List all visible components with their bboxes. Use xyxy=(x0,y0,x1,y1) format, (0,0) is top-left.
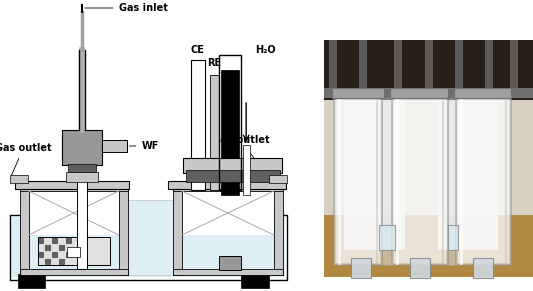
Bar xyxy=(20,185,127,191)
Bar xyxy=(68,164,96,172)
Bar xyxy=(38,238,44,244)
Bar xyxy=(394,40,402,95)
Bar xyxy=(173,185,182,275)
Bar xyxy=(324,40,533,100)
Bar xyxy=(29,191,119,269)
Bar xyxy=(220,256,241,270)
Bar xyxy=(18,274,45,288)
Bar xyxy=(329,40,337,95)
Bar xyxy=(173,185,282,191)
Bar xyxy=(168,181,286,189)
Bar xyxy=(473,258,493,278)
Bar xyxy=(59,259,65,265)
Bar xyxy=(67,247,80,257)
Bar xyxy=(191,60,205,190)
Bar xyxy=(66,252,72,258)
Bar xyxy=(394,97,446,263)
Bar xyxy=(448,95,456,265)
Bar xyxy=(77,181,87,269)
Bar xyxy=(409,258,430,278)
Bar xyxy=(379,225,395,250)
Bar xyxy=(456,95,511,265)
Bar xyxy=(392,95,448,265)
Bar xyxy=(269,175,287,183)
Bar xyxy=(45,245,51,251)
Bar xyxy=(20,185,29,275)
Bar xyxy=(454,88,511,98)
Bar xyxy=(62,130,102,165)
Bar xyxy=(10,215,287,280)
Text: RE: RE xyxy=(207,58,222,68)
Bar xyxy=(241,274,269,288)
Bar xyxy=(382,95,392,265)
Bar xyxy=(183,158,282,173)
Bar xyxy=(20,269,127,275)
Bar xyxy=(243,145,250,195)
Bar xyxy=(324,40,533,215)
Bar xyxy=(52,238,58,244)
Bar xyxy=(309,0,533,40)
Bar xyxy=(510,40,518,95)
Text: Gas inlet: Gas inlet xyxy=(85,3,167,13)
Bar xyxy=(344,55,405,250)
Text: Gas outlet: Gas outlet xyxy=(0,143,52,176)
Text: WF: WF xyxy=(130,141,159,151)
Bar xyxy=(438,55,498,250)
Bar xyxy=(66,238,72,244)
Text: CE: CE xyxy=(191,45,205,55)
Bar xyxy=(221,70,239,195)
Bar xyxy=(220,55,241,190)
Bar xyxy=(127,200,173,275)
Bar xyxy=(309,275,533,291)
Bar xyxy=(102,140,126,152)
Bar xyxy=(29,235,119,269)
Text: H₂O: H₂O xyxy=(255,45,276,55)
Bar xyxy=(66,172,98,182)
Bar xyxy=(45,259,51,265)
Bar xyxy=(182,235,274,269)
Bar xyxy=(38,252,44,258)
Bar xyxy=(324,215,533,277)
Bar xyxy=(332,88,384,98)
Text: Gas outlet: Gas outlet xyxy=(213,135,269,177)
Bar xyxy=(359,40,367,95)
Bar xyxy=(12,217,285,277)
Bar xyxy=(391,88,448,98)
Bar xyxy=(37,237,110,265)
Bar xyxy=(324,88,533,98)
Bar xyxy=(209,75,220,190)
Bar xyxy=(15,181,128,189)
Bar xyxy=(448,225,458,250)
Bar xyxy=(10,175,28,183)
Bar xyxy=(127,215,173,275)
Bar xyxy=(173,269,282,275)
Bar xyxy=(334,95,382,265)
Bar xyxy=(425,40,433,95)
Bar xyxy=(182,191,274,269)
Bar xyxy=(485,40,493,95)
Bar xyxy=(458,97,509,263)
Bar xyxy=(119,185,127,275)
Bar xyxy=(336,97,381,263)
Bar xyxy=(52,252,58,258)
Bar xyxy=(274,185,282,275)
Bar xyxy=(324,40,533,277)
Bar xyxy=(59,245,65,251)
Bar xyxy=(186,170,280,182)
Bar xyxy=(455,40,463,95)
Bar xyxy=(351,258,372,278)
